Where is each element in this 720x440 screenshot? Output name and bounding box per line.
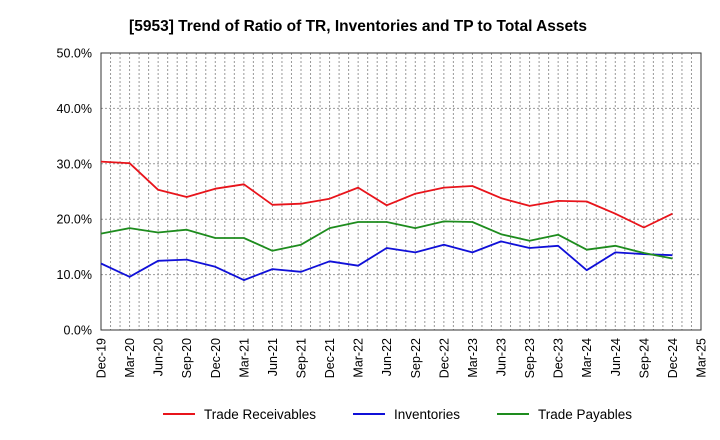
legend-label: Trade Payables [538,407,632,422]
series-line-inventories [100,240,673,282]
y-axis: 0.0% 10.0% 20.0% 30.0% 40.0% 50.0% [57,47,92,338]
x-tick-label: Mar-22 [352,338,366,378]
x-tick-label: Jun-22 [380,338,394,376]
x-tick-label: Sep-24 [637,338,651,378]
series-line-trade-receivables [100,160,673,229]
legend: Trade Receivables Inventories Trade Payabl… [163,407,632,422]
x-tick-label: Sep-22 [409,338,423,378]
x-tick-label: Sep-23 [523,338,537,378]
grid [100,52,702,331]
x-axis: Dec-19 Mar-20 Jun-20 Sep-20 Dec-20 Mar-21 Jun-… [95,338,709,378]
x-tick-label: Dec-24 [666,338,680,378]
y-tick-label: 40.0% [57,102,92,116]
x-tick-label: Jun-23 [495,338,509,376]
y-tick-label: 0.0% [64,324,93,338]
x-tick-label: Dec-23 [552,338,566,378]
x-tick-label: Sep-21 [295,338,309,378]
x-tick-label: Dec-19 [95,338,109,378]
x-tick-label: Mar-23 [466,338,480,378]
x-tick-label: Mar-21 [237,338,251,378]
y-tick-label: 20.0% [57,213,92,227]
series-line-trade-payables [100,220,673,260]
chart-title: [5953] Trend of Ratio of TR, Inventories… [129,18,587,35]
x-tick-label: Dec-21 [323,338,337,378]
series-lines [100,160,673,282]
x-tick-label: Mar-24 [580,338,594,378]
plot-area [100,52,702,331]
y-tick-label: 10.0% [57,268,92,282]
x-tick-label: Jun-24 [609,338,623,376]
x-tick-label: Dec-22 [437,338,451,378]
x-tick-label: Mar-20 [123,338,137,378]
legend-label: Inventories [394,407,460,422]
x-tick-label: Mar-25 [695,338,709,378]
x-tick-label: Jun-21 [266,338,280,376]
y-tick-label: 30.0% [57,157,92,171]
x-tick-label: Dec-20 [209,338,223,378]
x-tick-label: Jun-20 [152,338,166,376]
y-tick-label: 50.0% [57,47,92,61]
x-tick-label: Sep-20 [180,338,194,378]
legend-label: Trade Receivables [204,407,316,422]
